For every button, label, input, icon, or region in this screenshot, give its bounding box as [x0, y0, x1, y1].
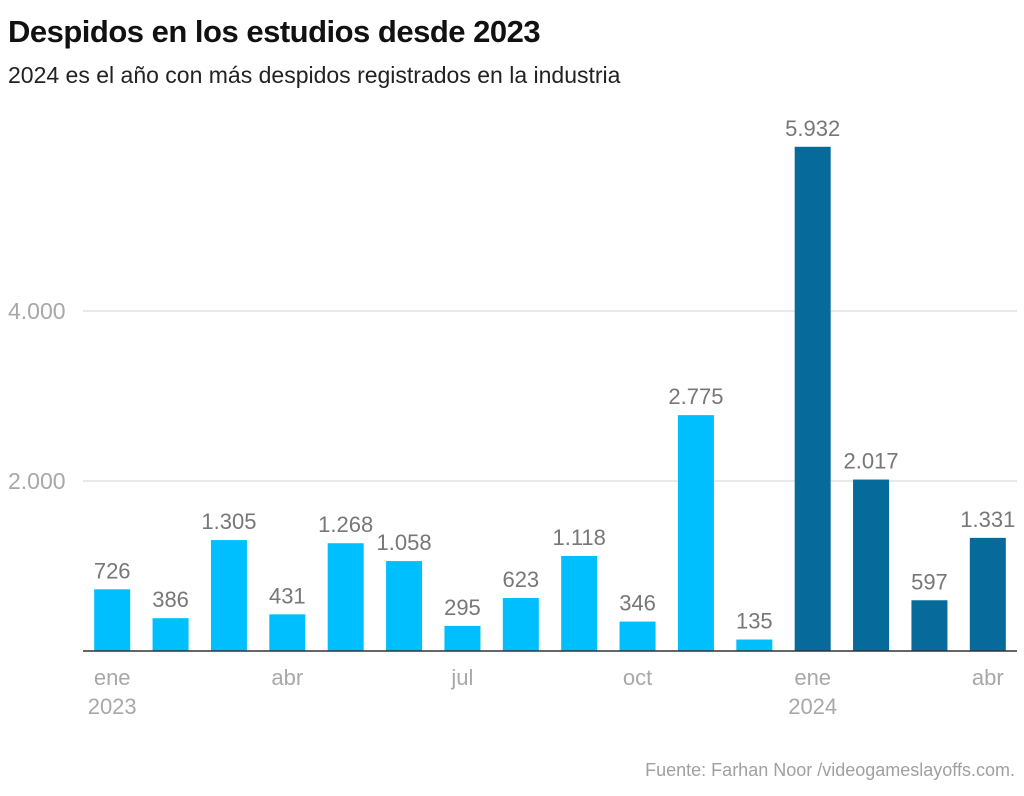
- data-label: 726: [94, 558, 131, 583]
- data-label: 1.331: [960, 507, 1015, 532]
- x-tick-label: jul: [450, 665, 473, 690]
- data-label: 2.775: [668, 384, 723, 409]
- data-label: 2.017: [844, 449, 899, 474]
- y-tick-label: 4.000: [8, 298, 66, 324]
- x-tick-label: abr: [271, 665, 303, 690]
- source-note: Fuente: Farhan Noor /videogameslayoffs.c…: [645, 760, 1015, 780]
- bar: [969, 537, 1006, 651]
- bar: [444, 625, 481, 651]
- bar: [210, 540, 247, 651]
- data-label: 1.058: [377, 530, 432, 555]
- data-label: 386: [152, 587, 189, 612]
- bar: [269, 614, 306, 651]
- x-tick-label: 2024: [788, 694, 837, 719]
- data-label: 346: [619, 591, 656, 616]
- bar: [94, 589, 131, 651]
- bar: [502, 598, 539, 651]
- bar: [152, 618, 189, 651]
- bar: [736, 639, 773, 651]
- data-label: 623: [502, 567, 539, 592]
- data-label: 5.932: [785, 116, 840, 141]
- chart-subtitle: 2024 es el año con más despidos registra…: [8, 62, 621, 88]
- chart-title: Despidos en los estudios desde 2023: [8, 14, 541, 49]
- bar: [561, 555, 598, 651]
- data-label: 135: [736, 609, 773, 634]
- bar: [386, 561, 423, 651]
- data-label: 1.305: [201, 509, 256, 534]
- x-tick-label: ene: [794, 665, 831, 690]
- bar: [619, 621, 656, 651]
- data-label: 1.118: [552, 525, 605, 550]
- y-tick-label: 2.000: [8, 468, 66, 494]
- x-tick-label: oct: [623, 665, 652, 690]
- bar: [677, 415, 714, 651]
- x-tick-label: 2023: [88, 694, 137, 719]
- bar: [853, 479, 890, 651]
- data-label: 295: [444, 595, 481, 620]
- bar: [911, 600, 948, 651]
- x-tick-label: ene: [94, 665, 131, 690]
- x-tick-label: abr: [972, 665, 1004, 690]
- data-label: 1.268: [318, 512, 373, 537]
- data-label: 597: [911, 569, 948, 594]
- bar: [794, 146, 831, 651]
- data-label: 431: [269, 583, 306, 608]
- bar: [327, 543, 364, 651]
